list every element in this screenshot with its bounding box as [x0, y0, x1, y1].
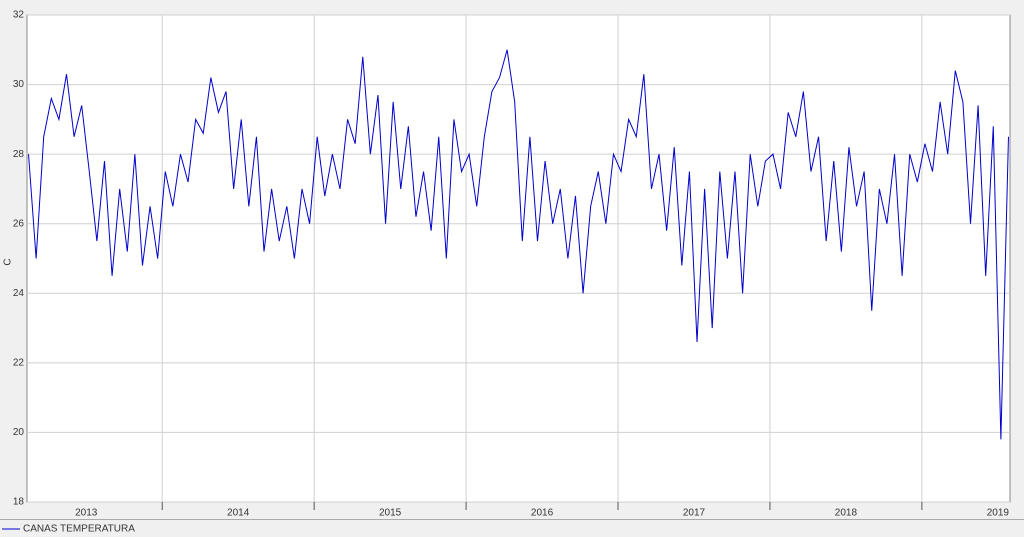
x-tick-label: 2019 [987, 508, 1010, 519]
y-tick-label: 30 [13, 79, 25, 90]
x-tick-label: 2013 [75, 508, 98, 519]
legend-label: CANAS TEMPERATURA [23, 524, 135, 535]
x-tick-label: 2015 [379, 508, 402, 519]
x-tick-label: 2017 [683, 508, 706, 519]
x-tick-label: 2014 [227, 508, 250, 519]
y-tick-label: 32 [13, 10, 25, 21]
line-series [28, 49, 1009, 440]
plot-area [26, 14, 1011, 503]
y-tick-label: 20 [13, 427, 25, 438]
y-tick-label: 26 [13, 218, 25, 229]
y-axis-label: C [3, 258, 14, 265]
x-tick-label: 2016 [531, 508, 554, 519]
y-tick-label: 24 [13, 288, 25, 299]
y-tick-label: 28 [13, 149, 25, 160]
y-tick-label: 18 [13, 497, 25, 508]
y-tick-label: 22 [13, 357, 25, 368]
x-tick-label: 2018 [835, 508, 858, 519]
